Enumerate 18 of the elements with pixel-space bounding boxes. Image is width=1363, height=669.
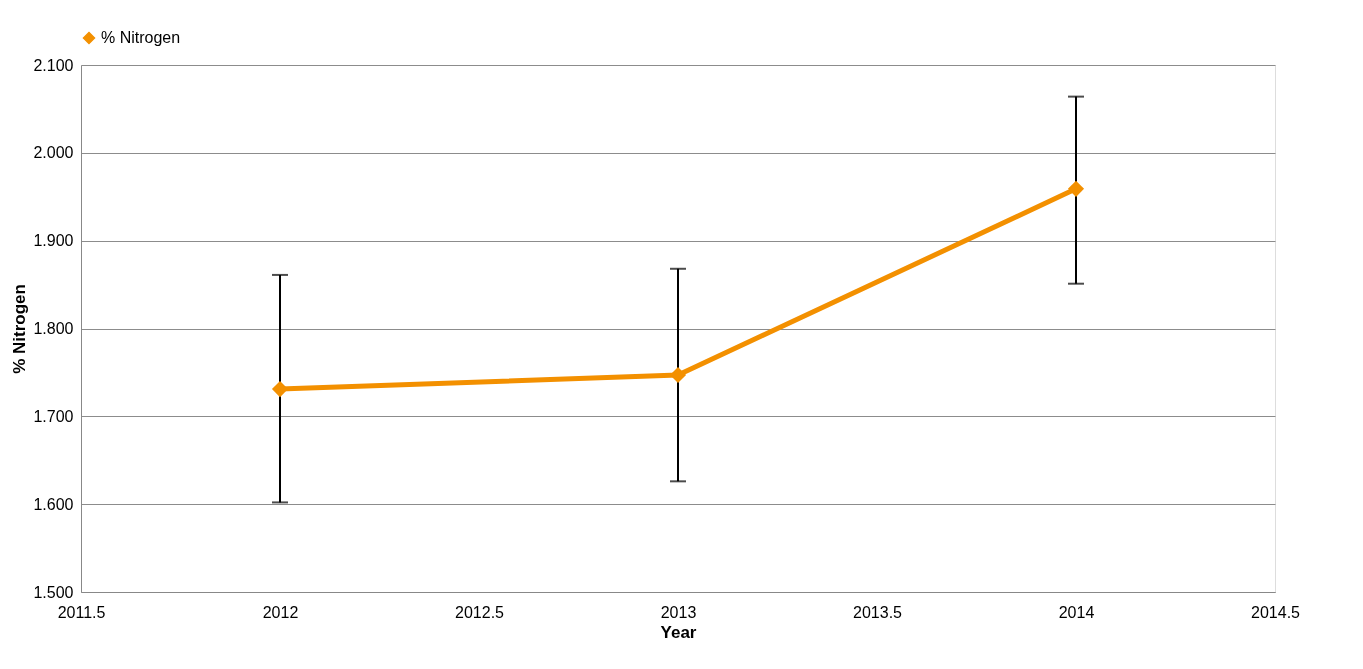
x-tick-label: 2013.5 bbox=[853, 603, 903, 621]
legend-label: % Nitrogen bbox=[101, 29, 181, 46]
x-tick-label: 2014.5 bbox=[1251, 603, 1301, 621]
point bbox=[1067, 180, 1085, 197]
y-tick-label: 1.600 bbox=[33, 495, 74, 513]
y-tick-label: 1.500 bbox=[33, 583, 74, 601]
x-tick-label: 2012.5 bbox=[455, 603, 505, 621]
y-tick-label: 1.700 bbox=[33, 407, 74, 425]
x-tick-label: 2012 bbox=[262, 603, 299, 621]
y-tick-label: 2.000 bbox=[33, 144, 74, 162]
x-axis-title: Year bbox=[660, 622, 697, 642]
y-tick-label: 2.100 bbox=[33, 56, 74, 74]
y-tick-label: 1.900 bbox=[33, 232, 74, 250]
x-tick-label: 2013 bbox=[660, 603, 697, 621]
x-tick-label: 2011.5 bbox=[57, 603, 106, 621]
y-axis-title: % Nitrogen bbox=[10, 284, 30, 374]
y-tick-label: 1.800 bbox=[33, 320, 74, 337]
x-tick-label: 2014 bbox=[1058, 603, 1095, 621]
